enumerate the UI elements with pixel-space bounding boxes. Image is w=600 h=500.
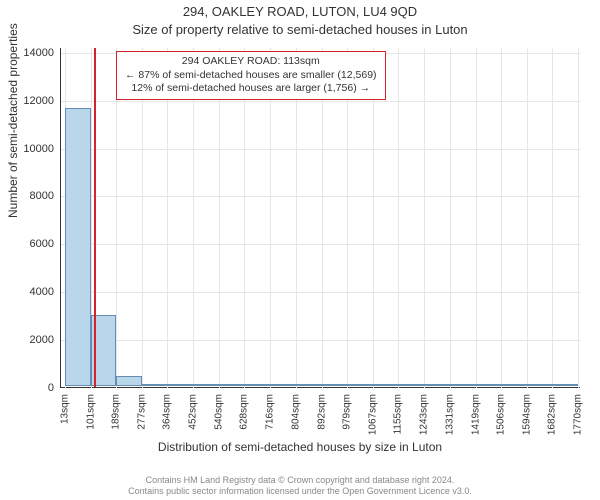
x-tick-label: 628sqm — [239, 394, 250, 430]
histogram-bar — [398, 384, 424, 386]
histogram-bar — [167, 384, 193, 386]
grid-line-v — [578, 48, 579, 388]
histogram-bar — [373, 384, 399, 386]
histogram-bar — [476, 384, 501, 386]
x-tick-label: 277sqm — [136, 394, 147, 430]
x-tick-label: 540sqm — [213, 394, 224, 430]
x-tick-label: 716sqm — [265, 394, 276, 430]
footer-line1: Contains HM Land Registry data © Crown c… — [146, 475, 455, 485]
x-tick-label: 804sqm — [290, 394, 301, 430]
x-tick-label: 364sqm — [162, 394, 173, 430]
x-tick-label: 452sqm — [188, 394, 199, 430]
x-tick-label: 979sqm — [342, 394, 353, 430]
histogram-bar — [65, 108, 91, 386]
chart-container: 294, OAKLEY ROAD, LUTON, LU4 9QD Size of… — [0, 0, 600, 500]
plot-area: 0200040006000800010000120001400013sqm101… — [60, 48, 580, 388]
histogram-bar — [219, 384, 245, 386]
x-tick-label: 1155sqm — [393, 394, 404, 434]
grid-line-v — [450, 48, 451, 388]
annotation-line1: 294 OAKLEY ROAD: 113sqm — [125, 55, 377, 69]
histogram-bar — [527, 384, 553, 386]
x-tick-label: 1506sqm — [495, 394, 506, 435]
x-tick-label: 1331sqm — [444, 394, 455, 435]
x-tick-label: 1419sqm — [470, 394, 481, 435]
histogram-bar — [270, 384, 296, 386]
title-subtitle: Size of property relative to semi-detach… — [0, 22, 600, 37]
x-tick-label: 1243sqm — [419, 394, 430, 435]
footer-attribution: Contains HM Land Registry data © Crown c… — [0, 475, 600, 498]
x-tick-label: 189sqm — [111, 394, 122, 430]
annotation-line3: 12% of semi-detached houses are larger (… — [125, 82, 377, 96]
histogram-bar — [347, 384, 373, 386]
y-tick-label: 10000 — [0, 143, 54, 155]
marker-line — [94, 48, 96, 387]
x-tick-label: 1682sqm — [547, 394, 558, 435]
histogram-bar — [322, 384, 347, 386]
x-tick-label: 1770sqm — [573, 394, 584, 435]
title-address: 294, OAKLEY ROAD, LUTON, LU4 9QD — [0, 4, 600, 19]
grid-line-v — [527, 48, 528, 388]
grid-line-v — [476, 48, 477, 388]
histogram-bar — [501, 384, 527, 386]
histogram-bar — [450, 384, 476, 386]
histogram-bar — [142, 384, 167, 386]
grid-line-v — [398, 48, 399, 388]
y-tick-label: 12000 — [0, 95, 54, 107]
y-tick-label: 0 — [0, 382, 54, 394]
y-tick-label: 8000 — [0, 190, 54, 202]
annotation-box: 294 OAKLEY ROAD: 113sqm← 87% of semi-det… — [116, 51, 386, 100]
histogram-bar — [244, 384, 270, 386]
annotation-line2: ← 87% of semi-detached houses are smalle… — [125, 69, 377, 83]
histogram-bar — [116, 376, 142, 386]
x-tick-label: 1594sqm — [521, 394, 532, 435]
x-tick-label: 101sqm — [85, 394, 96, 430]
grid-line-v — [501, 48, 502, 388]
histogram-bar — [552, 384, 578, 386]
x-tick-label: 892sqm — [316, 394, 327, 430]
histogram-bar — [193, 384, 219, 386]
footer-line2: Contains public sector information licen… — [128, 486, 472, 496]
histogram-bar — [296, 384, 322, 386]
grid-line-v — [552, 48, 553, 388]
x-tick-label: 13sqm — [59, 394, 70, 424]
histogram-bar — [424, 384, 450, 386]
y-tick-label: 6000 — [0, 238, 54, 250]
y-tick-label: 4000 — [0, 286, 54, 298]
y-tick-label: 14000 — [0, 47, 54, 59]
x-tick-label: 1067sqm — [367, 394, 378, 435]
grid-line-v — [424, 48, 425, 388]
y-tick-label: 2000 — [0, 334, 54, 346]
x-axis-label: Distribution of semi-detached houses by … — [0, 440, 600, 454]
